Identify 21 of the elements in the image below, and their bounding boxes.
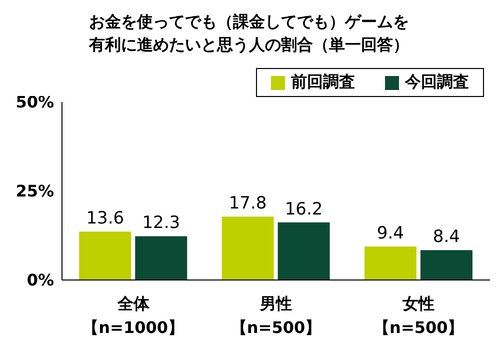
bar xyxy=(222,216,274,280)
data-label: 8.4 xyxy=(432,227,460,248)
bar xyxy=(135,236,188,280)
x-tick-label: 全体【n=1000】 xyxy=(82,293,185,339)
y-tick-label: 25% xyxy=(16,182,54,201)
data-label: 16.2 xyxy=(284,199,323,220)
bar xyxy=(79,232,132,280)
bar xyxy=(364,246,416,280)
data-label: 17.8 xyxy=(228,194,267,214)
y-tick-label: 50% xyxy=(16,92,54,112)
y-tick-label: 0% xyxy=(26,270,54,290)
data-label: 12.3 xyxy=(142,213,180,234)
bar xyxy=(420,250,472,280)
chart-title: お金を使ってでも（課金してでも）ゲームを有利に進めたいと思う人の割合（単一回答） xyxy=(88,11,410,56)
data-label: 9.4 xyxy=(376,224,404,244)
data-label: 13.6 xyxy=(86,208,124,229)
x-tick-label: 男性【n=500】 xyxy=(230,293,322,339)
bar xyxy=(278,222,330,280)
legend-label: 今回調査 xyxy=(404,72,469,93)
x-tick-label: 女性【n=500】 xyxy=(372,293,465,339)
legend-label: 前回調査 xyxy=(290,72,355,93)
